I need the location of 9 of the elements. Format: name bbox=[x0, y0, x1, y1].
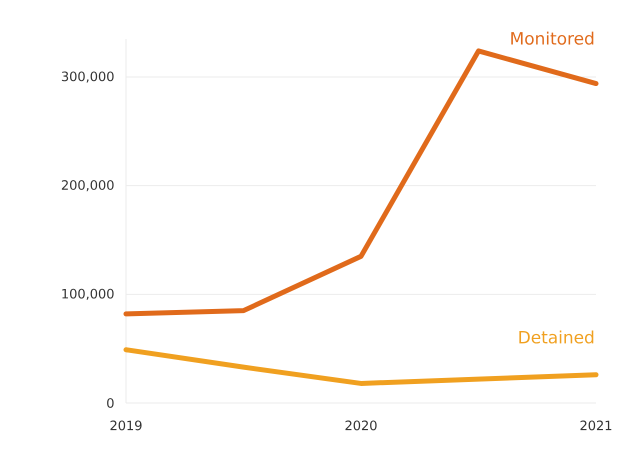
y-tick-label: 300,000 bbox=[62, 71, 114, 83]
x-tick-label: 2019 bbox=[110, 420, 142, 430]
series-label: Detained bbox=[519, 330, 594, 344]
y-tick-label: 200,000 bbox=[62, 180, 114, 192]
x-tick-label: 2020 bbox=[345, 420, 377, 430]
x-tick-label: 2021 bbox=[580, 420, 612, 430]
y-tick-label: 0 bbox=[107, 398, 114, 408]
series-label: Monitored bbox=[511, 32, 594, 45]
y-tick-label: 100,000 bbox=[62, 288, 114, 300]
